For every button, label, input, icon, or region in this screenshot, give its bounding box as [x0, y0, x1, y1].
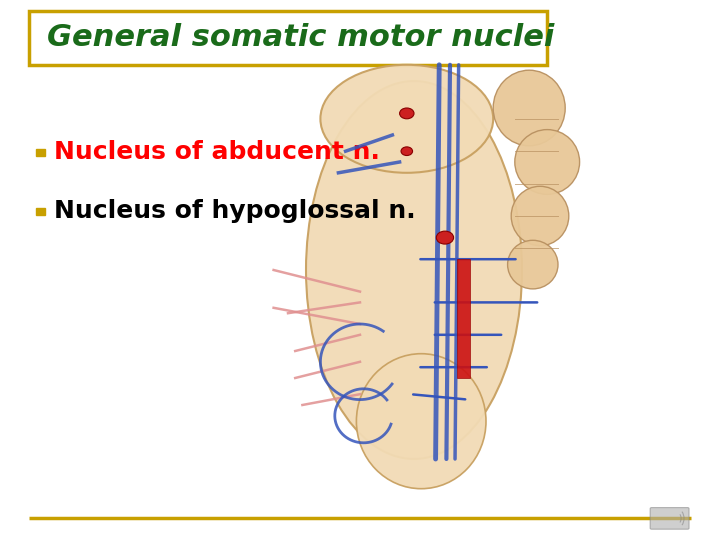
Circle shape [401, 147, 413, 156]
Text: General somatic motor nuclei: General somatic motor nuclei [47, 23, 554, 52]
Ellipse shape [515, 130, 580, 194]
Ellipse shape [493, 70, 565, 146]
Ellipse shape [320, 65, 493, 173]
Bar [36, 148, 45, 156]
Circle shape [436, 231, 454, 244]
Text: Nucleus of abducent n.: Nucleus of abducent n. [54, 140, 380, 164]
Ellipse shape [306, 81, 522, 459]
Text: Nucleus of hypoglossal n.: Nucleus of hypoglossal n. [54, 199, 415, 223]
FancyBboxPatch shape [29, 11, 547, 65]
Ellipse shape [511, 186, 569, 246]
Bar [457, 259, 470, 378]
Circle shape [400, 108, 414, 119]
Ellipse shape [356, 354, 486, 489]
FancyBboxPatch shape [650, 508, 689, 529]
Bar [36, 208, 45, 215]
Ellipse shape [508, 240, 558, 289]
